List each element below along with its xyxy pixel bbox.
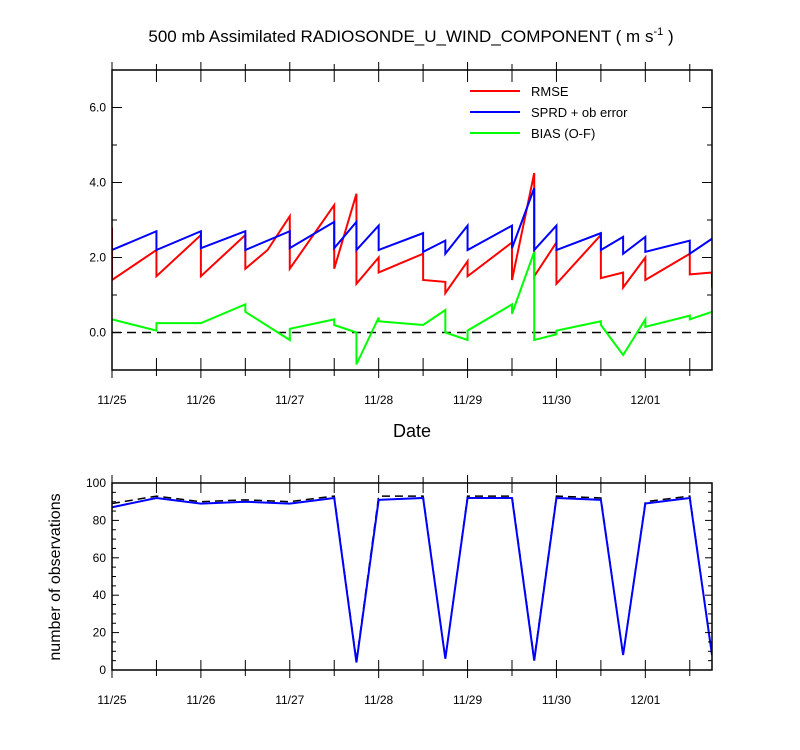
bottom-x-tick-label: 12/01: [630, 693, 660, 707]
top-y-tick-label: 2.0: [89, 251, 106, 265]
bottom-y-tick-label: 40: [93, 588, 107, 602]
legend-label-rmse: RMSE: [531, 84, 569, 99]
bottom-y-tick-label: 20: [93, 626, 107, 640]
legend: RMSE SPRD + ob error BIAS (O-F): [470, 84, 628, 141]
chart-title: 500 mb Assimilated RADIOSONDE_U_WIND_COM…: [148, 26, 673, 46]
top-y-tick-label: 0.0: [89, 326, 106, 340]
bottom-y-tick-label: 0: [99, 663, 106, 677]
top-y-tick-label: 4.0: [89, 176, 106, 190]
legend-label-sprd: SPRD + ob error: [531, 105, 628, 120]
bottom-y-tick-label: 100: [86, 476, 106, 490]
chart-title-superscript: -1: [653, 26, 663, 38]
series-line-bias-o-f: [112, 251, 712, 365]
bottom-y-tick-label: 60: [93, 551, 107, 565]
top-x-tick-label: 11/26: [186, 393, 215, 407]
top-x-tick-label: 11/29: [453, 393, 482, 407]
series-line-sprd-ob-error: [112, 187, 712, 257]
bottom-y-axis-label: number of observations: [47, 493, 64, 660]
top-x-tick-label: 11/30: [542, 393, 571, 407]
bottom-x-tick-label: 11/28: [364, 693, 393, 707]
top-x-tick-label: 11/28: [364, 393, 393, 407]
bottom-panel: 0 20 40 60 80 100 11/25 11/26 11/27 11/28 11/29 11/…: [47, 475, 713, 707]
bottom-x-tick-label: 11/26: [186, 693, 215, 707]
chart-title-end: ): [663, 27, 673, 46]
series-line-rmse: [112, 172, 712, 297]
top-x-tick-label: 11/25: [97, 393, 126, 407]
top-panel: 0.0 2.0 4.0 6.0 11/25 11/26 11/27 11/28 11/29 11/…: [89, 62, 713, 441]
series-line-possible-observations: [112, 495, 712, 661]
top-x-axis-label: Date: [393, 421, 431, 441]
top-x-tick-label: 11/27: [275, 393, 304, 407]
top-y-tick-label: 6.0: [89, 101, 106, 115]
bottom-x-tick-label: 11/27: [275, 693, 304, 707]
chart-title-main: 500 mb Assimilated RADIOSONDE_U_WIND_COM…: [148, 27, 653, 46]
legend-label-bias: BIAS (O-F): [531, 126, 595, 141]
top-x-tick-label: 12/01: [630, 393, 660, 407]
bottom-x-tick-label: 11/29: [453, 693, 482, 707]
bottom-x-tick-label: 11/25: [97, 693, 126, 707]
bottom-y-tick-label: 80: [93, 513, 107, 527]
series-line-used-observations: [112, 496, 712, 663]
bottom-x-tick-label: 11/30: [542, 693, 571, 707]
